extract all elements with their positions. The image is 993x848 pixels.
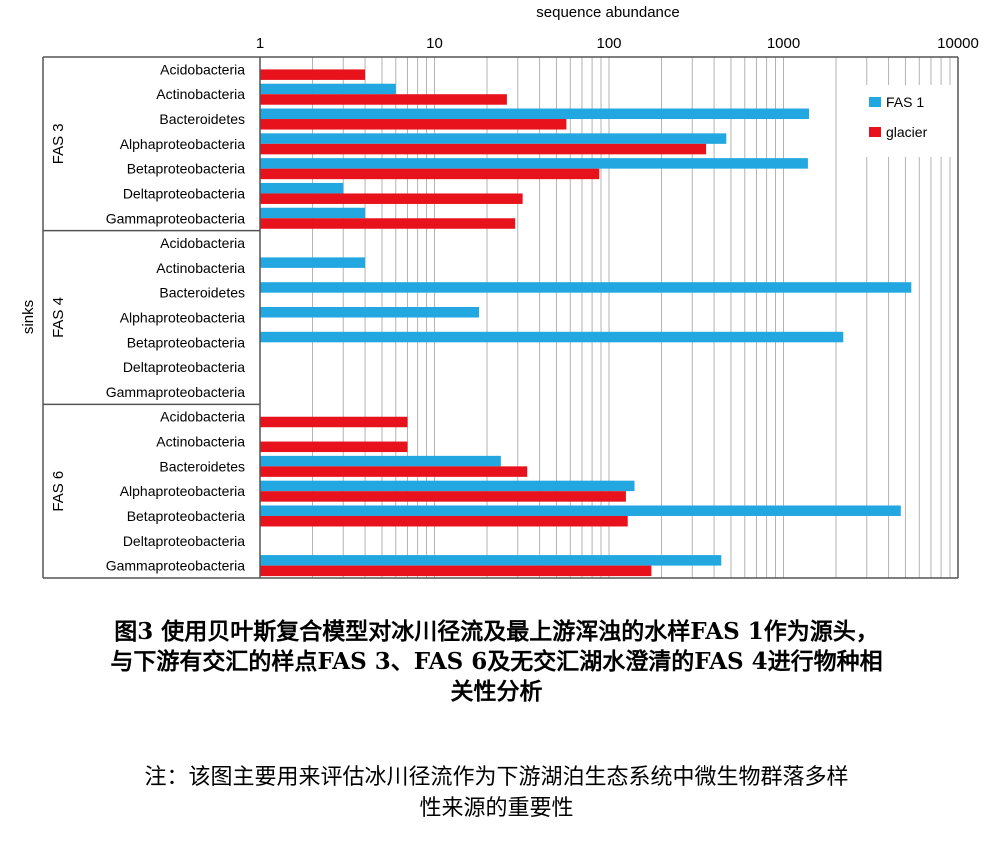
category-label: Deltaproteobacteria (123, 185, 245, 201)
group-label: FAS 4 (50, 297, 67, 338)
category-label: Gammaproteobacteria (106, 210, 246, 226)
category-label: Actinobacteria (156, 86, 245, 102)
bar-glacier (260, 143, 707, 155)
category-label: Alphaproteobacteria (120, 483, 246, 499)
figure-caption: 图3 使用贝叶斯复合模型对冰川径流及最上游浑浊的水样FAS 1作为源头， 与下游… (0, 617, 993, 707)
category-label: Bacteroidetes (159, 458, 245, 474)
category-label: Betaproteobacteria (127, 161, 246, 177)
group-label: FAS 3 (50, 123, 67, 164)
category-label: Alphaproteobacteria (120, 310, 246, 326)
bar-fas1 (260, 182, 344, 194)
plot-frame (42, 56, 959, 579)
bar-glacier (260, 193, 523, 204)
bars (260, 69, 912, 577)
category-label: Actinobacteria (156, 434, 245, 450)
bar-fas1 (260, 207, 366, 219)
bar-glacier (260, 441, 408, 453)
caption-line-3: 关性分析 (450, 678, 543, 705)
caption-line-2: 与下游有交汇的样点FAS 3、FAS 6及无交汇湖水澄清的FAS 4进行物种相 (110, 648, 883, 675)
bar-fas1 (260, 83, 396, 95)
group-label: FAS 6 (50, 471, 67, 512)
note-line-2: 性来源的重要性 (419, 796, 574, 821)
bar-glacier (260, 515, 628, 527)
bar-glacier (260, 565, 652, 577)
legend-label-glacier: glacier (886, 124, 928, 140)
legend: FAS 1 glacier (858, 85, 952, 157)
bar-fas1 (260, 505, 901, 516)
bar-chart: 1 10 100 1000 10000 Acidobacteria Actinobacter… (20, 4, 979, 579)
y-axis-title: sinks (20, 300, 37, 334)
bar-glacier (260, 416, 408, 428)
x-tick-label: 10000 (937, 35, 979, 52)
category-label: Betaproteobacteria (127, 508, 246, 524)
bar-glacier (260, 94, 507, 105)
category-label: Acidobacteria (160, 409, 245, 425)
bar-fas1 (260, 133, 727, 144)
bar-glacier (260, 218, 516, 229)
bar-fas1 (260, 282, 912, 293)
bar-fas1 (260, 257, 366, 268)
bar-fas1 (260, 158, 808, 169)
bar-glacier (260, 491, 626, 502)
legend-swatch-glacier (869, 127, 881, 137)
bar-glacier (260, 69, 366, 80)
bar-fas1 (260, 480, 635, 492)
category-label: Acidobacteria (160, 235, 245, 251)
bar-glacier (260, 119, 567, 130)
category-label: Gammaproteobacteria (106, 384, 246, 400)
legend-swatch-fas1 (869, 97, 881, 107)
category-label: Acidobacteria (160, 61, 245, 77)
caption-line-1: 图3 使用贝叶斯复合模型对冰川径流及最上游浑浊的水样FAS 1作为源头， (114, 618, 879, 645)
bar-glacier (260, 466, 528, 477)
category-label: Deltaproteobacteria (123, 359, 245, 375)
category-label: Bacteroidetes (159, 285, 245, 301)
x-tick-label: 1000 (767, 35, 800, 52)
category-label: Betaproteobacteria (127, 334, 246, 350)
x-tick-label: 10 (426, 35, 443, 52)
figure-note: 注：该图主要用来评估冰川径流作为下游湖泊生态系统中微生物群落多样 性来源的重要性 (0, 762, 993, 824)
bar-fas1 (260, 108, 809, 120)
note-line-1: 注：该图主要用来评估冰川径流作为下游湖泊生态系统中微生物群落多样 (144, 765, 849, 790)
labels: 1 10 100 1000 10000 Acidobacteria Actinobacter… (50, 35, 979, 574)
x-tick-label: 1 (256, 35, 264, 52)
bar-glacier (260, 168, 600, 180)
x-axis-title: sequence abundance (536, 4, 679, 21)
bar-fas1 (260, 455, 501, 467)
category-label: Bacteroidetes (159, 111, 245, 127)
category-label: Gammaproteobacteria (106, 558, 246, 574)
category-label: Actinobacteria (156, 260, 245, 276)
category-label: Deltaproteobacteria (123, 533, 245, 549)
bar-fas1 (260, 331, 844, 343)
bar-fas1 (260, 307, 480, 318)
bar-fas1 (260, 555, 722, 566)
x-tick-label: 100 (596, 35, 621, 52)
legend-label-fas1: FAS 1 (886, 94, 924, 110)
category-label: Alphaproteobacteria (120, 136, 246, 152)
